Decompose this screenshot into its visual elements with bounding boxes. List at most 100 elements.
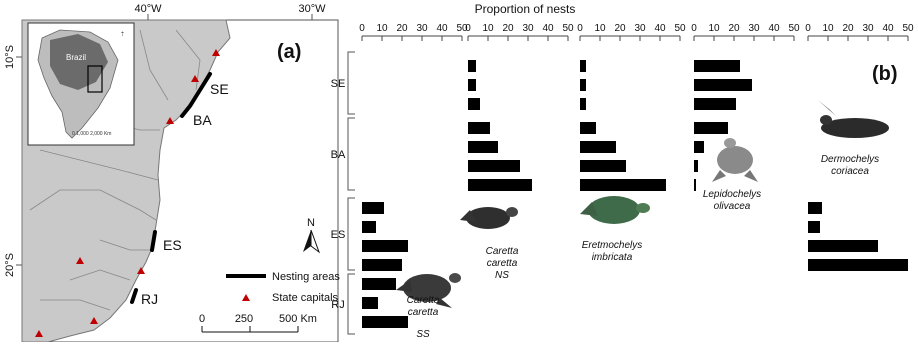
- species-labels: Caretta caretta SS Caretta caretta NS Er…: [407, 154, 880, 340]
- bar: [694, 60, 740, 72]
- bar: [362, 316, 408, 328]
- species-caretta-ns-line3: NS: [495, 270, 509, 281]
- lat-label-20s: 20°S: [4, 253, 16, 277]
- bar: [362, 240, 408, 252]
- state-label-rj: RJ: [141, 291, 158, 307]
- x-tick-label: 30: [748, 23, 760, 34]
- x-tick-label: 20: [728, 23, 740, 34]
- nesting-areas: [130, 72, 212, 304]
- capital-marker: [212, 49, 220, 56]
- chart-bars: [362, 60, 908, 328]
- bar: [694, 160, 698, 172]
- species-label-caretta-ns: Caretta caretta NS: [486, 246, 519, 281]
- lon-label-40w: 40°W: [134, 3, 162, 15]
- species-caretta-ss-line1: Caretta: [407, 295, 440, 306]
- x-tick-label: 30: [862, 23, 874, 34]
- x-tick-label: 0: [805, 23, 811, 34]
- bar: [694, 79, 752, 91]
- bar: [808, 202, 822, 214]
- north-arrow-icon: N: [303, 217, 321, 254]
- inset-scalebar-text: 0 1,000 2,000 Km: [72, 131, 111, 137]
- species-label-caretta-ss: Caretta caretta SS: [407, 295, 440, 340]
- species-eretmochelys-line1: Eretmochelys: [582, 240, 643, 251]
- chart-axes: 0 10 20 30 40 500 10 20 30 40 50 0 10 20 30 40 50 0 10 20 30…: [359, 23, 914, 41]
- species-caretta-ss-line2: caretta: [408, 307, 439, 318]
- bar: [580, 141, 616, 153]
- species-eretmochelys-line2: imbricata: [592, 252, 633, 263]
- x-tick-label: 40: [882, 23, 894, 34]
- x-tick-label: 0: [359, 23, 365, 34]
- bar: [580, 122, 596, 134]
- x-tick-label: 50: [562, 23, 574, 34]
- legend-capitals-label: State capitals: [272, 292, 339, 304]
- bracket-se: [347, 51, 355, 115]
- nesting-area-rj: [130, 288, 138, 304]
- x-tick-label: 50: [902, 23, 914, 34]
- inset-study-area-box: [87, 65, 103, 93]
- x-tick-label: 20: [842, 23, 854, 34]
- bar: [808, 240, 878, 252]
- turtle-illustrations: [396, 100, 889, 308]
- capital-marker: [137, 267, 145, 274]
- region-label-ba: BA: [331, 149, 346, 161]
- region-brackets: [347, 51, 355, 335]
- state-label-es: ES: [163, 237, 182, 253]
- species-lepidochelys-line1: Lepidochelys: [703, 189, 761, 200]
- region-label-se: SE: [331, 78, 346, 90]
- x-tick-label: 40: [542, 23, 554, 34]
- capital-marker: [166, 117, 174, 124]
- species-caretta-ns-line2: caretta: [487, 258, 518, 269]
- bar: [468, 179, 532, 191]
- lon-label-30w: 30°W: [298, 3, 326, 15]
- inset-north-arrow-icon: ⇡: [120, 31, 125, 38]
- chart-title: Proportion of nests: [475, 2, 576, 16]
- x-tick-label: 30: [522, 23, 534, 34]
- species-caretta-ns-line1: Caretta: [486, 246, 519, 257]
- bar: [694, 179, 696, 191]
- capital-marker: [191, 75, 199, 82]
- bar: [694, 122, 728, 134]
- inset-brazil: [50, 34, 108, 90]
- lat-label-10s: 10°S: [4, 45, 16, 69]
- bracket-ba: [347, 117, 355, 191]
- bar: [580, 179, 666, 191]
- species-dermochelys-line1: Dermochelys: [821, 154, 879, 165]
- capital-marker: [90, 317, 98, 324]
- x-tick-label: 50: [788, 23, 800, 34]
- x-tick-label: 20: [614, 23, 626, 34]
- north-label: N: [307, 217, 315, 229]
- x-tick-label: 10: [594, 23, 606, 34]
- capital-marker: [76, 257, 84, 264]
- bar: [808, 221, 820, 233]
- bar: [580, 79, 586, 91]
- region-label-rj: RJ: [331, 299, 344, 311]
- bar: [468, 122, 490, 134]
- turtle-caretta-ss-icon: [396, 273, 461, 308]
- bar: [362, 278, 396, 290]
- x-tick-label: 0: [691, 23, 697, 34]
- panel-label-a: (a): [277, 41, 301, 63]
- map-legend: Nesting areas State capitals: [226, 271, 340, 304]
- species-label-eretmochelys: Eretmochelys imbricata: [582, 240, 643, 263]
- bar: [362, 259, 402, 271]
- map-panel: 40°W 30°W 10°S 20°S SE BA ES RJ (a): [4, 3, 340, 343]
- species-lepidochelys-line2: olivacea: [714, 201, 751, 212]
- scalebar-tick-0: 0: [199, 313, 205, 325]
- x-tick-label: 30: [634, 23, 646, 34]
- bar: [468, 160, 520, 172]
- x-tick-label: 20: [396, 23, 408, 34]
- bar: [468, 79, 476, 91]
- bar: [808, 259, 908, 271]
- species-label-dermochelys: Dermochelys coriacea: [821, 154, 879, 177]
- x-tick-label: 30: [416, 23, 428, 34]
- x-tick-label: 40: [768, 23, 780, 34]
- bar: [468, 60, 476, 72]
- bracket-es: [347, 197, 355, 271]
- x-tick-label: 20: [502, 23, 514, 34]
- bar: [580, 60, 586, 72]
- nesting-area-es: [150, 230, 157, 252]
- x-tick-label: 10: [708, 23, 720, 34]
- turtle-caretta-ns-icon: [460, 207, 518, 229]
- x-tick-label: 50: [456, 23, 468, 34]
- species-label-lepidochelys: Lepidochelys olivacea: [703, 189, 761, 212]
